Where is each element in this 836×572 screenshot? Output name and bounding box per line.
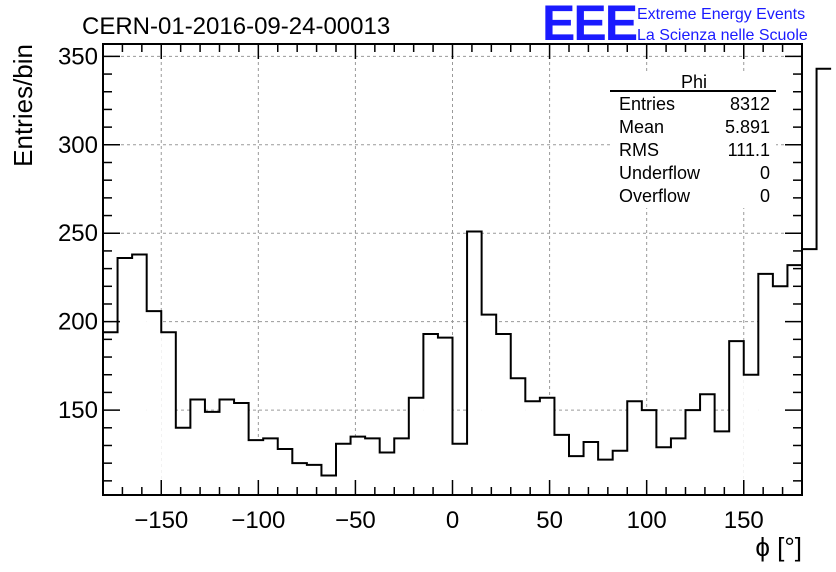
histogram-bin-44: [743, 374, 759, 495]
histogram-bin-43: [729, 341, 744, 495]
histogram-bin-2: [132, 254, 147, 495]
eee-logo-line1: Extreme Energy Events: [637, 6, 805, 23]
histogram-bin-7: [204, 411, 220, 495]
y-tick-label: 250: [58, 220, 98, 247]
stat-label: RMS: [619, 140, 659, 160]
histogram-bin-47: [787, 265, 802, 495]
histogram-bin-40: [685, 410, 701, 495]
histogram-bin-41: [700, 394, 715, 495]
y-tick-label: 350: [58, 43, 98, 70]
histogram-bin-29: [525, 401, 540, 495]
histogram-bin-1: [117, 258, 133, 495]
histogram-bin-17: [350, 436, 366, 495]
histogram-bin-3: [146, 311, 162, 495]
histogram-bin-34: [598, 459, 613, 495]
stat-label: Entries: [619, 94, 675, 114]
histogram-bin-0: [103, 332, 118, 495]
histogram-bin-14: [306, 464, 322, 495]
histogram-bin-48: [802, 249, 817, 495]
y-tick-label: 200: [58, 309, 98, 336]
stat-value: 5.891: [725, 117, 770, 137]
histogram-bin-15: [321, 475, 336, 495]
histogram-bin-12: [277, 449, 293, 495]
histogram-outline: [103, 67, 832, 477]
histogram-bin-8: [219, 399, 235, 495]
stat-label: Underflow: [619, 163, 701, 183]
y-axis-label: Entries/bin: [8, 44, 38, 167]
histogram-bin-32: [569, 456, 584, 495]
histogram-bin-23: [437, 337, 453, 495]
x-tick-label: −50: [335, 507, 376, 534]
histogram-bin-46: [772, 286, 788, 495]
x-tick-labels: −150 −100 −50 0 50 100 150: [134, 507, 764, 534]
stat-value: 8312: [730, 94, 770, 114]
histogram-bin-10: [248, 440, 264, 495]
run-title: CERN-01-2016-09-24-00013: [82, 13, 390, 40]
histogram-bin-37: [641, 410, 657, 495]
histogram-bin-11: [263, 438, 278, 495]
stat-value: 0: [760, 186, 770, 206]
histogram-bin-27: [496, 334, 511, 495]
histogram-bin-36: [627, 401, 642, 495]
x-axis-label: ϕ [°]: [755, 532, 802, 562]
histogram-bin-18: [365, 438, 380, 495]
histogram-bin-38: [656, 447, 671, 495]
histogram-bin-5: [175, 427, 191, 495]
y-tick-labels: 150 200 250 300 350: [58, 43, 98, 424]
histogram-bin-33: [583, 441, 599, 495]
axis-ticks: [102, 44, 803, 495]
stat-value: 0: [760, 163, 770, 183]
histogram-bin-16: [336, 443, 351, 495]
histogram-bin-49: [816, 68, 832, 495]
x-tick-label: 150: [724, 507, 764, 534]
x-tick-label: 50: [536, 507, 563, 534]
y-tick-label: 150: [58, 397, 98, 424]
eee-logo-line2: La Scienza nelle Scuole: [637, 27, 808, 44]
histogram-bin-19: [379, 452, 395, 495]
stats-rows: Entries 8312 Mean 5.891 RMS 111.1 Underflow 0 Ov…: [619, 94, 770, 206]
histogram-bin-42: [714, 431, 730, 495]
histogram-bin-22: [423, 334, 438, 495]
histogram-bin-24: [452, 443, 468, 495]
histogram-bin-6: [190, 399, 205, 495]
histogram-bars: [103, 67, 832, 496]
stat-value: 111.1: [728, 140, 770, 160]
histogram-bin-21: [408, 397, 424, 495]
histogram-bin-31: [554, 434, 569, 495]
histogram-bin-30: [539, 397, 555, 495]
stats-box-title: Phi: [681, 72, 707, 92]
y-tick-label: 300: [58, 132, 98, 159]
stats-box: Phi Entries 8312 Mean 5.891 RMS 111.1 Underflo…: [610, 72, 776, 208]
histogram-bin-39: [670, 438, 686, 495]
x-tick-label: −100: [231, 507, 285, 534]
stats-box-background: [610, 72, 776, 208]
eee-logo: EEE Extreme Energy Events La Scienza nel…: [542, 0, 808, 51]
histogram-bin-9: [234, 403, 249, 495]
x-tick-label: 100: [627, 507, 667, 534]
stat-label: Overflow: [619, 186, 691, 206]
histogram-bin-45: [758, 273, 773, 495]
x-tick-label: −150: [134, 507, 188, 534]
histogram-bin-26: [481, 314, 497, 495]
eee-logo-letters: EEE: [542, 0, 637, 51]
histogram-bin-13: [292, 463, 307, 495]
stat-label: Mean: [619, 117, 664, 137]
histogram-bin-28: [510, 378, 526, 495]
x-tick-label: 0: [446, 507, 459, 534]
histogram-bin-20: [394, 438, 409, 495]
histogram-bin-4: [161, 332, 176, 495]
histogram-bin-35: [612, 450, 628, 495]
histogram-bin-25: [467, 231, 482, 496]
